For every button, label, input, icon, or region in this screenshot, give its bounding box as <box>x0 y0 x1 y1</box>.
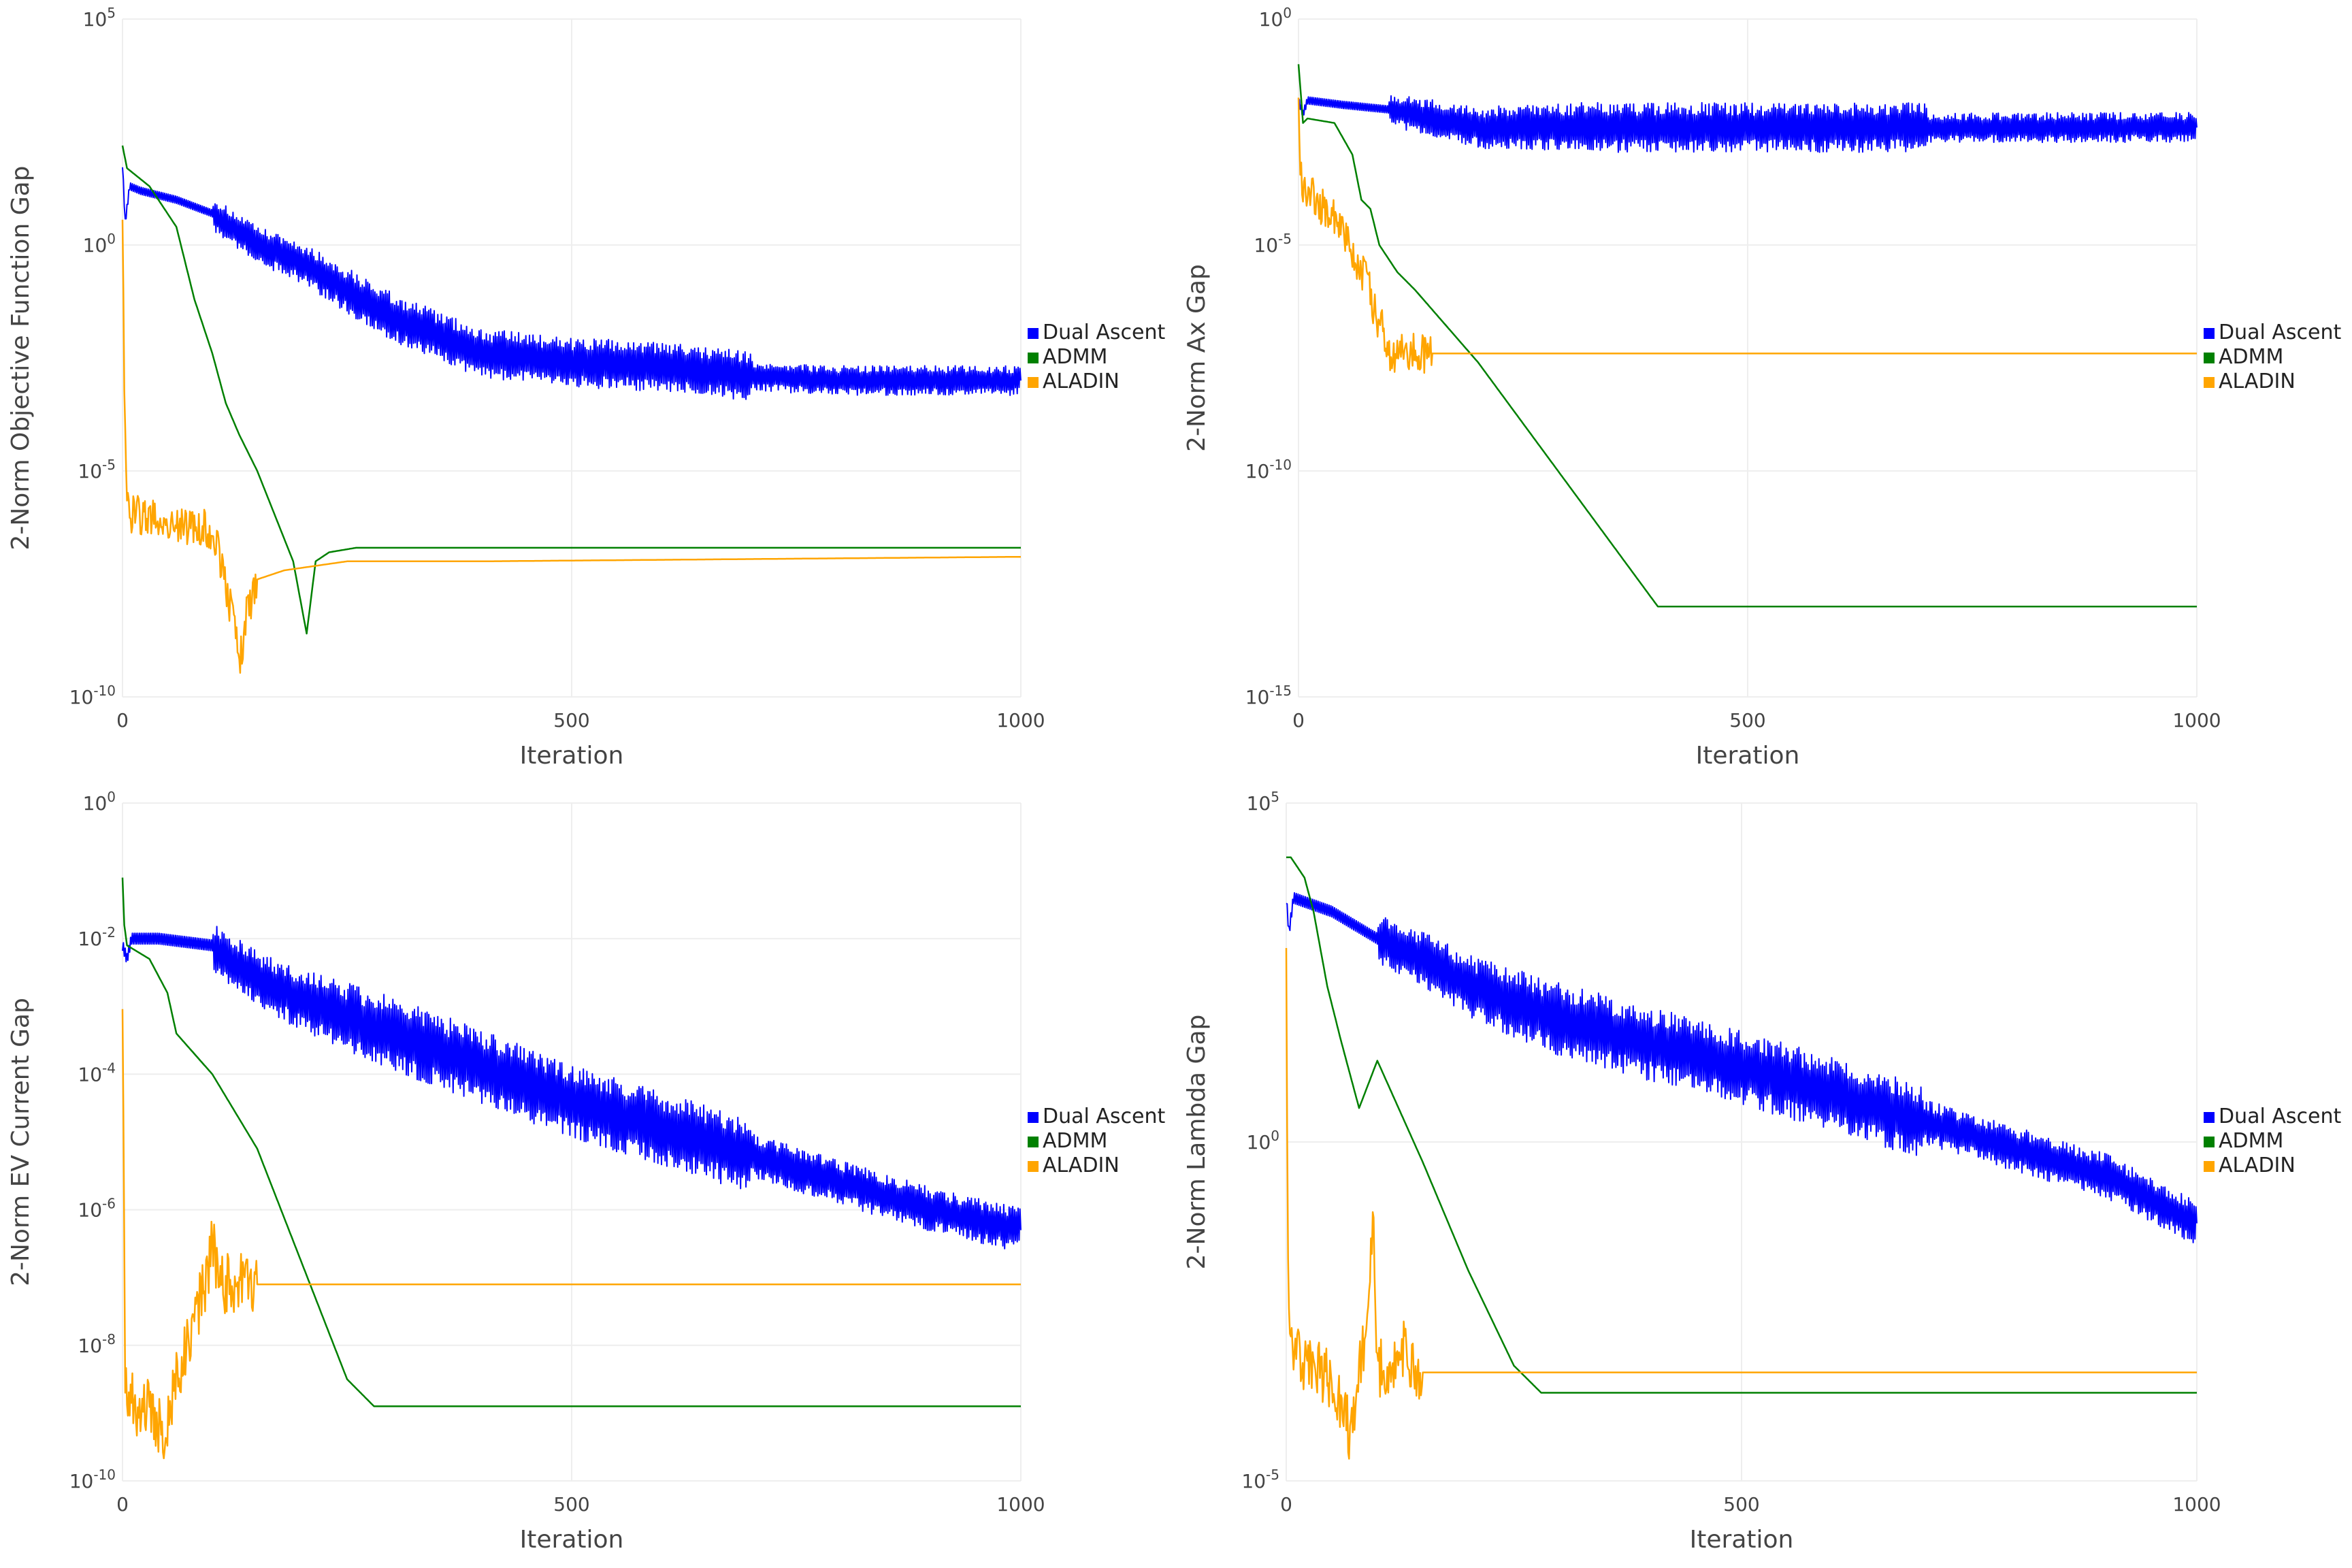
y-tick-label: 10-2 <box>78 924 116 950</box>
y-axis-title: 2-Norm Lambda Gap <box>1183 1015 1211 1270</box>
legend-label-aladin: ALADIN <box>2219 1154 2296 1177</box>
y-tick-label: 10-5 <box>1241 1467 1279 1492</box>
x-tick-label: 1000 <box>2172 1493 2221 1516</box>
chart-panel-2: 0 500 1000 100 10-5 10-10 10-15 Iteration 2-Norm… <box>1183 5 2341 770</box>
series-line-admm <box>121 877 1021 1407</box>
y-tick-label: 100 <box>83 231 116 257</box>
chart-panel-1: 0 500 1000 105 100 10-5 10-10 Iteration 2-Norm O… <box>7 5 1165 770</box>
series-line-aladin <box>121 219 1021 674</box>
series-line-aladin <box>1297 97 2197 374</box>
chart-panel-3: 0 500 1000 100 10-2 10-4 10-6 10-8 10-10 Iteratio… <box>7 789 1165 1554</box>
legend-swatch-dual-ascent <box>2204 328 2215 339</box>
x-tick-label: 0 <box>1280 1493 1292 1516</box>
legend-swatch-aladin <box>2204 1161 2215 1172</box>
legend-swatch-dual-ascent <box>1028 328 1039 339</box>
legend-label-aladin: ALADIN <box>2219 370 2296 393</box>
y-tick-label: 10-6 <box>78 1196 116 1222</box>
legend-swatch-admm <box>2204 1137 2215 1147</box>
legend-label-admm: ADMM <box>2219 345 2283 369</box>
x-tick-label: 1000 <box>996 1493 1045 1516</box>
legend-swatch-admm <box>2204 353 2215 363</box>
legend-label-dual-ascent: Dual Ascent <box>2219 1105 2341 1128</box>
x-tick-label: 0 <box>116 1493 129 1516</box>
y-tick-label: 10-10 <box>1245 457 1292 483</box>
legend-label-dual-ascent: Dual Ascent <box>1043 321 1165 344</box>
legend-swatch-aladin <box>1028 377 1039 388</box>
series-line-dual-ascent <box>1286 892 2198 1243</box>
legend-label-dual-ascent: Dual Ascent <box>2219 321 2341 344</box>
y-axis-title: 2-Norm Objective Function Gap <box>7 165 35 550</box>
y-tick-label: 10-4 <box>78 1060 116 1085</box>
series-line-dual-ascent <box>122 167 1022 400</box>
legend-swatch-aladin <box>2204 377 2215 388</box>
series-line-admm <box>1297 64 2197 608</box>
x-tick-label: 0 <box>1292 709 1305 732</box>
y-tick-label: 10-5 <box>1254 231 1292 257</box>
y-axis-title: 2-Norm EV Current Gap <box>7 998 35 1286</box>
y-tick-label: 100 <box>1259 5 1292 31</box>
y-tick-label: 100 <box>83 789 116 815</box>
y-tick-label: 105 <box>83 5 116 31</box>
y-tick-label: 105 <box>1247 789 1279 815</box>
series-line-admm <box>121 145 1021 635</box>
y-tick-label: 10-5 <box>78 457 116 483</box>
y-tick-label: 10-10 <box>69 683 116 708</box>
legend-swatch-dual-ascent <box>2204 1112 2215 1123</box>
x-tick-label: 500 <box>1723 1493 1759 1516</box>
series-line-aladin <box>1285 947 2197 1460</box>
legend-label-aladin: ALADIN <box>1043 370 1120 393</box>
legend-swatch-admm <box>1028 353 1039 363</box>
legend-label-dual-ascent: Dual Ascent <box>1043 1105 1165 1128</box>
x-axis-title: Iteration <box>520 1526 624 1554</box>
legend-swatch-dual-ascent <box>1028 1112 1039 1123</box>
legend-label-aladin: ALADIN <box>1043 1154 1120 1177</box>
chart-panel-4: 0 500 1000 105 100 10-5 Iteration 2-Norm Lambda… <box>1183 789 2341 1554</box>
y-axis-title: 2-Norm Ax Gap <box>1183 264 1211 452</box>
y-tick-label: 10-10 <box>69 1467 116 1492</box>
x-axis-title: Iteration <box>1690 1526 1794 1554</box>
legend-label-admm: ADMM <box>2219 1129 2283 1153</box>
legend-swatch-admm <box>1028 1137 1039 1147</box>
series-line-dual-ascent <box>1298 95 2198 153</box>
series-line-admm <box>1286 856 2197 1394</box>
x-axis-title: Iteration <box>1696 742 1800 770</box>
x-tick-label: 1000 <box>2172 709 2221 732</box>
y-tick-label: 10-8 <box>78 1331 116 1357</box>
x-tick-label: 0 <box>116 709 129 732</box>
y-tick-label: 100 <box>1247 1128 1279 1154</box>
x-tick-label: 500 <box>553 1493 589 1516</box>
x-tick-label: 1000 <box>996 709 1045 732</box>
x-tick-label: 500 <box>553 709 589 732</box>
legend-label-admm: ADMM <box>1043 345 1107 369</box>
y-tick-label: 10-15 <box>1245 683 1292 708</box>
x-tick-label: 500 <box>1729 709 1765 732</box>
series-line-aladin <box>121 1009 1021 1460</box>
series-line-dual-ascent <box>122 926 1022 1250</box>
x-axis-title: Iteration <box>520 742 624 770</box>
legend-label-admm: ADMM <box>1043 1129 1107 1153</box>
legend-swatch-aladin <box>1028 1161 1039 1172</box>
